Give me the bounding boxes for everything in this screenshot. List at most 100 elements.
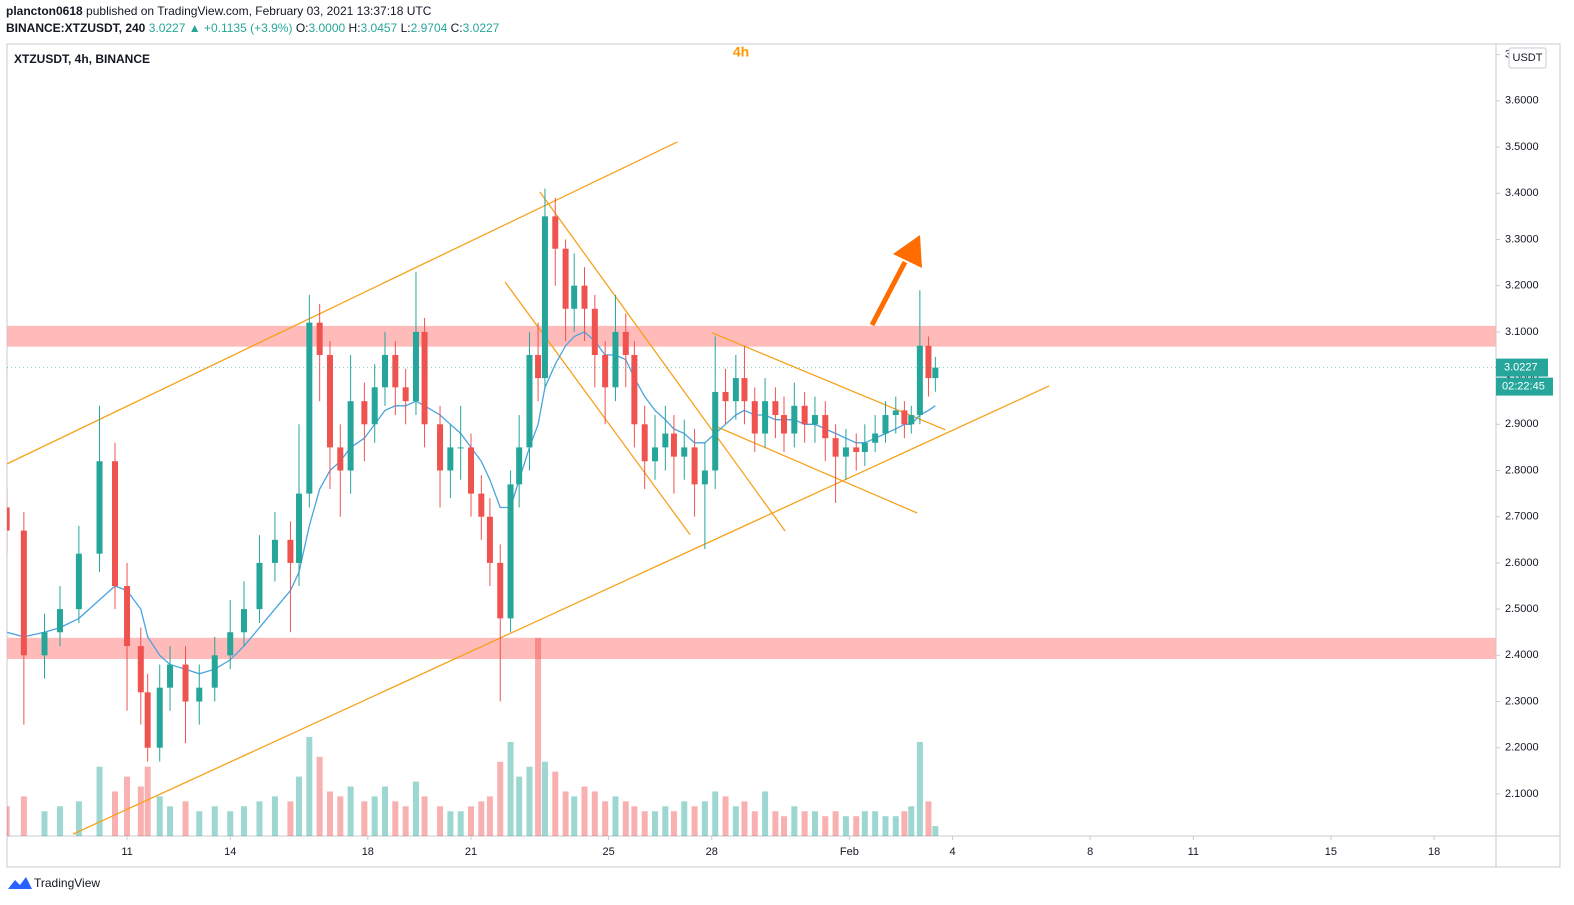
x-tick-label: 8 — [1087, 846, 1093, 858]
volume-bar — [925, 801, 932, 836]
candle-body — [712, 391, 719, 471]
volume-bar — [562, 791, 569, 836]
volume-bar — [41, 811, 48, 836]
volume-bar — [468, 806, 475, 836]
candle-body — [801, 405, 808, 425]
volume-bar — [662, 806, 669, 836]
price-tag-label: 3.0227 — [1504, 361, 1538, 373]
candle-body — [872, 433, 879, 443]
volume-bar — [296, 776, 303, 836]
volume-bar — [853, 816, 860, 836]
volume-bar — [932, 826, 939, 836]
trend-line — [7, 141, 678, 465]
candle-body — [631, 354, 638, 425]
candle-body — [182, 664, 189, 702]
interval-note: 4h — [733, 44, 749, 60]
volume-bar — [822, 816, 829, 836]
volume-bar — [211, 806, 218, 836]
candle-body — [486, 516, 493, 563]
candle-body — [853, 447, 860, 453]
candle-body — [670, 433, 677, 457]
volume-bar — [507, 741, 514, 836]
x-tick-label: 18 — [1428, 846, 1440, 858]
volume-bar — [612, 796, 619, 836]
y-tick-label: 3.6000 — [1505, 95, 1539, 107]
candle-body — [144, 692, 151, 748]
ohlc-label: C: — [451, 21, 463, 35]
candle-body — [741, 378, 748, 402]
volume-bar — [901, 811, 908, 836]
candle-body — [167, 664, 174, 688]
x-tick-label: 4 — [949, 846, 955, 858]
volume-bar — [631, 806, 638, 836]
candle-body — [552, 216, 559, 249]
ohlc-value: 3.0000 — [308, 21, 345, 35]
volume-bar — [571, 796, 578, 836]
volume-bar — [7, 806, 10, 836]
x-tick-label: 11 — [1188, 846, 1199, 858]
countdown-label: 02:22:45 — [1502, 380, 1545, 392]
y-tick-label: 3.5000 — [1505, 141, 1539, 153]
volume-bar — [412, 781, 419, 836]
trend-line — [504, 281, 691, 536]
candle-body — [772, 401, 779, 416]
y-tick-label: 2.1000 — [1505, 788, 1539, 800]
volume-bar — [801, 811, 808, 836]
volume-bar — [741, 801, 748, 836]
volume-bar — [326, 791, 333, 836]
candle-body — [196, 687, 203, 702]
resistance-zone — [7, 637, 1496, 660]
volume-bar — [581, 786, 588, 836]
candle-body — [75, 553, 82, 610]
candle-body — [541, 216, 548, 379]
candle-body — [468, 447, 475, 494]
volume-bar — [402, 806, 409, 836]
x-tick-label: 14 — [224, 846, 236, 858]
candle-body — [882, 415, 889, 434]
chart-frame — [6, 43, 1561, 868]
volume-bar — [772, 811, 779, 836]
volume-bar — [457, 811, 464, 836]
x-tick-label: 18 — [362, 846, 374, 858]
ohlc-label: L: — [401, 21, 411, 35]
volume-bar — [271, 796, 278, 836]
currency-label: USDT — [1513, 52, 1543, 64]
x-tick-label: Feb — [840, 846, 859, 858]
change: ▲ +0.1135 (+3.9%) — [189, 21, 293, 35]
candle-body — [641, 424, 648, 462]
trend-line — [539, 191, 786, 532]
volume-bar — [552, 771, 559, 836]
author: plancton0618 — [6, 4, 83, 18]
ohlc-value: 2.9704 — [411, 21, 448, 35]
volume-bar — [75, 801, 82, 836]
candle-body — [507, 484, 514, 619]
price-tag — [1496, 358, 1548, 377]
trend-line — [72, 385, 1050, 835]
volume-bar — [641, 811, 648, 836]
candle-body — [762, 401, 769, 434]
volume-bar — [287, 801, 294, 836]
volume-bar — [486, 796, 493, 836]
y-tick-label: 2.8000 — [1505, 464, 1539, 476]
countdown-box — [1496, 377, 1553, 396]
volume-bar — [361, 801, 368, 836]
candle-body — [271, 539, 278, 563]
volume-bar — [124, 776, 131, 836]
volume-bar — [591, 791, 598, 836]
candle-body — [137, 646, 144, 693]
candle-body — [622, 331, 629, 355]
volume-bar — [882, 816, 889, 836]
candle-body — [447, 447, 454, 471]
candle-body — [316, 322, 323, 355]
volume-bar — [306, 737, 313, 836]
y-tick-label: 3.4000 — [1505, 187, 1539, 199]
candle-body — [535, 354, 542, 379]
volume-bar — [447, 811, 454, 836]
candle-body — [20, 530, 27, 656]
volume-bar — [861, 811, 868, 836]
volume-bar — [602, 801, 609, 836]
y-tick-label: 3.2000 — [1505, 280, 1539, 292]
candle-body — [571, 285, 578, 309]
candle-body — [932, 367, 939, 379]
